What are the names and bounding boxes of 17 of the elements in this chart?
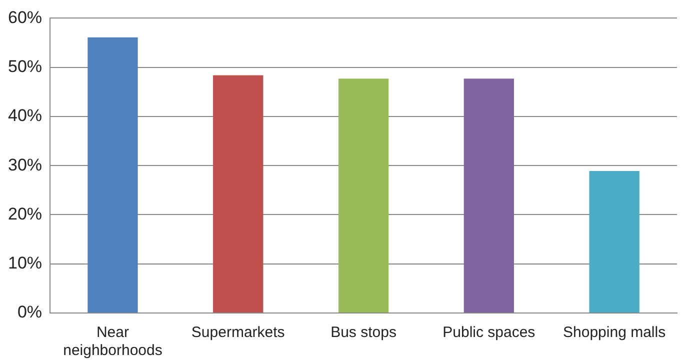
y-tick-label: 20% xyxy=(8,204,42,224)
y-tick-label: 50% xyxy=(8,57,42,76)
bar xyxy=(589,171,640,312)
bar xyxy=(213,75,264,312)
x-tick-label: Supermarkets xyxy=(191,324,285,342)
y-tick-label: 30% xyxy=(8,155,42,174)
y-tick-label: 0% xyxy=(17,302,42,322)
bar xyxy=(464,78,514,312)
y-tick-label: 40% xyxy=(8,106,42,126)
y-tick-label: 60% xyxy=(8,8,42,27)
bar xyxy=(338,78,389,312)
x-tick-label: Bus stops xyxy=(330,324,396,342)
x-tick-label: Public spaces xyxy=(442,324,536,342)
y-tick-label: 10% xyxy=(8,254,42,273)
x-tick-label: Shopping malls xyxy=(563,324,666,342)
x-tick-label: Near neighborhoods xyxy=(63,324,162,360)
bar xyxy=(88,37,138,312)
